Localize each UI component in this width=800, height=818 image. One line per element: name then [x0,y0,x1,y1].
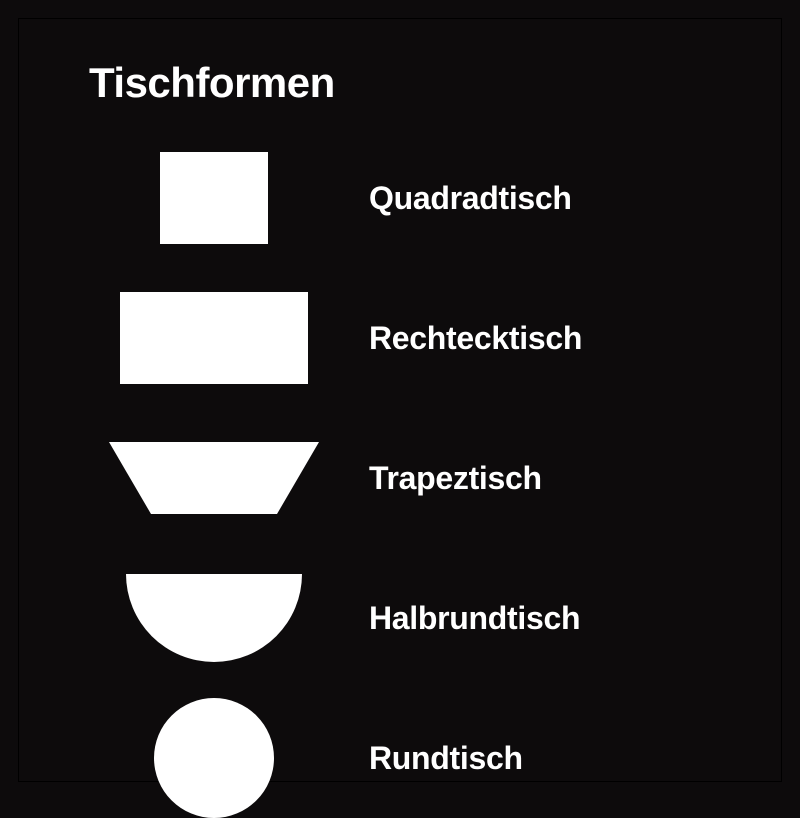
shape-label: Rundtisch [369,740,523,777]
shape-label: Trapeztisch [369,460,542,497]
shape-label: Quadradtisch [369,180,572,217]
shape-list: Quadradtisch Rechtecktisch Trapeztisch [89,143,731,813]
infographic-panel: Tischformen Quadradtisch Rechtecktisch [18,18,782,782]
page-title: Tischformen [89,59,731,107]
circle-icon [154,698,274,818]
list-item: Rundtisch [89,703,731,813]
list-item: Halbrundtisch [89,563,731,673]
rectangle-icon [120,292,308,384]
shape-label: Rechtecktisch [369,320,582,357]
shape-label: Halbrundtisch [369,600,580,637]
list-item: Rechtecktisch [89,283,731,393]
list-item: Trapeztisch [89,423,731,533]
list-item: Quadradtisch [89,143,731,253]
trapezoid-icon [109,442,319,514]
square-icon [160,152,268,244]
shape-cell [89,283,339,393]
shape-cell [89,423,339,533]
shape-cell [89,703,339,813]
shape-cell [89,143,339,253]
shape-cell [89,563,339,673]
semicircle-icon [126,574,302,662]
